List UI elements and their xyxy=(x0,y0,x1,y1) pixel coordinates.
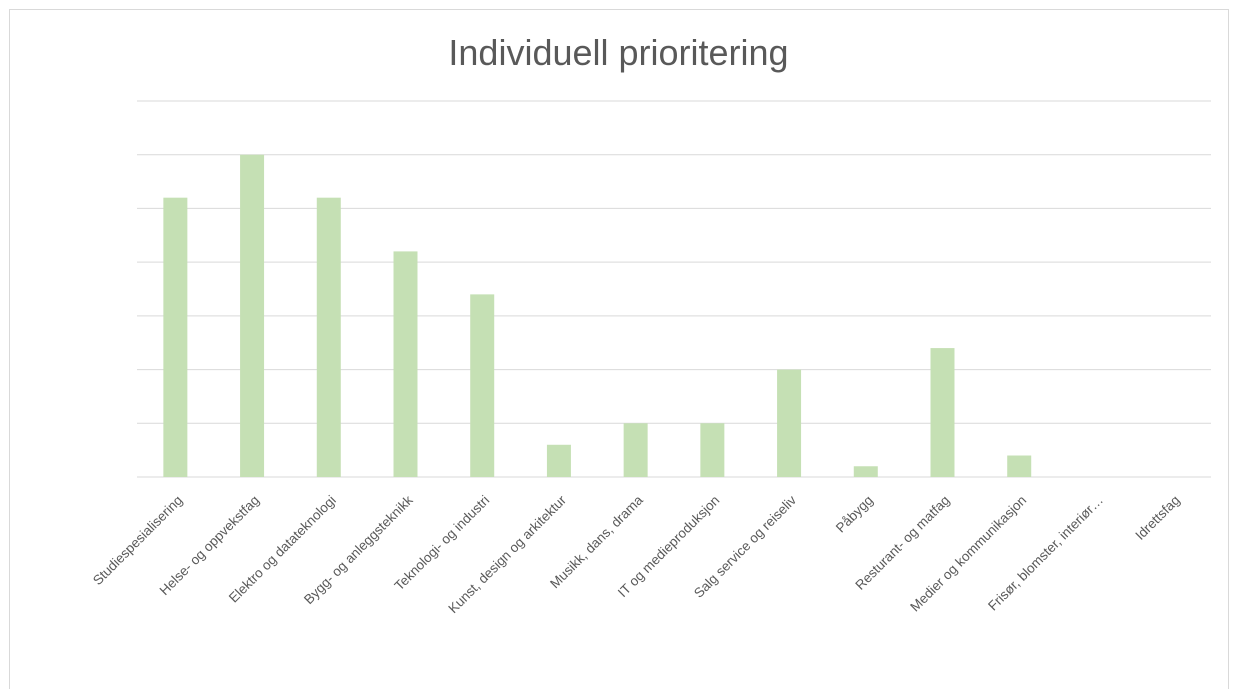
bar xyxy=(470,294,495,477)
bar xyxy=(777,369,802,477)
bar xyxy=(1007,455,1032,477)
chart-title: Individuell prioritering xyxy=(448,32,789,73)
gridlines xyxy=(137,100,1211,478)
bars xyxy=(163,154,1032,477)
bar xyxy=(546,444,571,477)
bar xyxy=(623,423,648,477)
chart-area xyxy=(9,9,1229,689)
bar xyxy=(853,466,878,477)
x-tick-label: Idrettsfag xyxy=(1132,493,1182,543)
bar xyxy=(700,423,725,477)
bar xyxy=(393,251,418,477)
bar xyxy=(163,197,188,477)
bar xyxy=(316,197,341,477)
bar xyxy=(930,348,955,477)
x-tick-label: Påbygg xyxy=(833,493,876,536)
bar xyxy=(240,154,265,477)
